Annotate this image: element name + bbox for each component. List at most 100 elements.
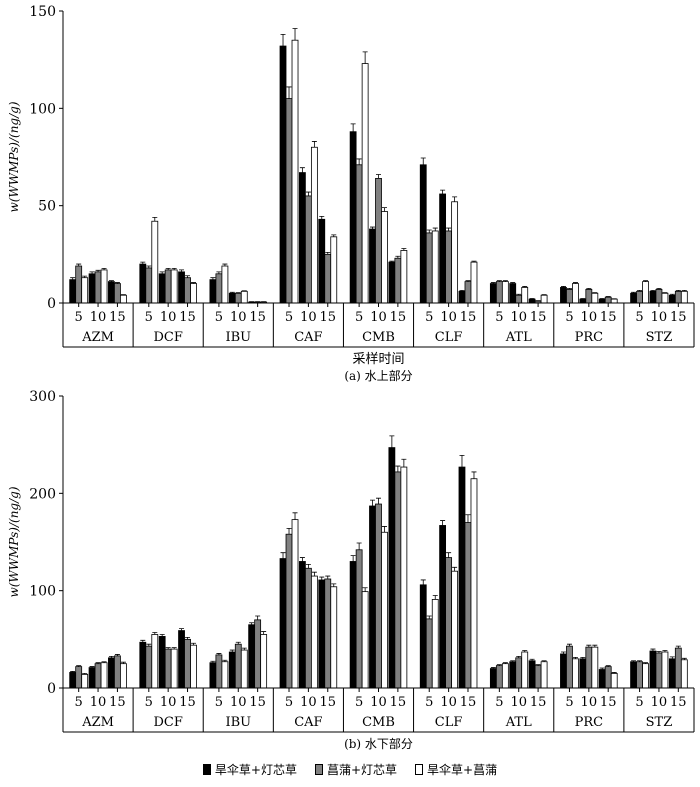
bar-b-clf-5-s2 [425,618,433,689]
error-bar-a-stz-15-s3 [681,289,687,292]
error-bar-a-caf-15-s2 [325,251,331,255]
bar-b-atl-15-s2 [534,665,542,689]
error-bar-b-atl-10-s1 [510,660,516,662]
bar-a-stz-5-s1 [630,292,637,304]
bar-a-dcf-5-s1 [139,263,147,304]
bar-b-prc-15-s2 [604,666,612,689]
bar-b-dcf-10-s2 [164,648,172,689]
error-bar-a-atl-5-s1 [490,282,496,284]
group-label-b-azm: AZM [81,715,114,730]
bar-a-dcf-5-s3 [151,220,159,304]
error-bar-a-ibu-5-s2 [216,271,222,274]
legend-swatch-series-1 [202,764,211,775]
error-bar-b-azm-15-s1 [108,655,114,658]
error-bar-b-caf-10-s1 [299,557,305,562]
error-bar-a-atl-10-s2 [516,293,522,296]
group-label-a-caf: CAF [294,330,322,345]
error-bar-b-ibu-5-s1 [210,660,216,663]
bar-b-cmb-10-s3 [381,531,388,689]
error-bar-b-dcf-5-s3 [152,632,158,635]
bar-b-stz-15-s2 [674,647,682,689]
bar-a-cmb-5-s3 [361,63,369,304]
bar-b-atl-10-s1 [509,661,517,689]
x-tick-label-a-ibu-15: 15 [249,310,266,325]
bar-b-dcf-15-s3 [190,644,197,689]
error-bar-a-atl-5-s2 [496,280,502,282]
group-label-a-ibu: IBU [225,330,251,345]
bar-a-atl-10-s1 [509,283,517,304]
bar-a-dcf-15-s3 [190,283,197,304]
x-tick-label-a-ibu-10: 10 [230,310,247,325]
error-bar-b-ibu-15-s1 [249,622,255,625]
bar-b-cmb-15-s3 [400,466,408,689]
bar-b-azm-15-s2 [114,655,121,689]
y-tick-label-b-100: 100 [29,584,56,600]
bar-b-caf-10-s1 [298,561,306,689]
error-bar-b-azm-5-s2 [76,665,82,667]
group-label-a-prc: PRC [575,330,604,345]
error-bar-a-atl-5-s3 [502,280,508,282]
x-tick-label-b-stz-5: 5 [635,695,643,710]
error-bar-a-stz-10-s2 [656,288,662,290]
bar-a-cmb-15-s3 [400,250,408,304]
error-bar-b-clf-5-s1 [420,579,426,585]
bar-b-clf-15-s2 [464,522,472,689]
x-tick-label-a-stz-5: 5 [635,310,643,325]
bar-b-ibu-10-s3 [240,649,248,689]
error-bar-a-cmb-10-s3 [382,207,387,212]
bar-b-atl-10-s3 [521,651,529,689]
bar-a-stz-15-s2 [674,290,682,304]
error-bar-b-caf-15-s2 [325,575,331,579]
bar-b-atl-15-s1 [528,660,536,689]
bar-a-prc-15-s1 [598,298,606,304]
error-bar-b-dcf-15-s2 [185,636,191,640]
error-bar-b-caf-5-s1 [280,552,286,559]
bar-b-azm-5-s3 [81,673,89,689]
bar-b-cmb-10-s1 [369,505,376,689]
bar-a-stz-5-s3 [642,281,649,304]
error-bar-a-dcf-15-s2 [185,275,191,278]
error-bar-b-stz-10-s3 [662,650,668,652]
error-bar-a-atl-10-s1 [510,282,516,284]
error-bar-a-ibu-5-s1 [210,277,216,280]
error-bar-a-clf-5-s1 [420,157,426,165]
bar-a-stz-10-s1 [649,290,657,304]
error-bar-a-cmb-10-s1 [370,226,375,230]
error-bar-b-atl-15-s1 [529,658,535,661]
bar-b-ibu-5-s3 [221,661,229,689]
bar-b-azm-5-s1 [69,672,77,689]
bar-b-stz-5-s1 [630,661,637,689]
bar-b-prc-15-s3 [610,673,618,689]
bar-b-stz-10-s3 [661,651,669,689]
bar-a-clf-5-s3 [431,230,439,304]
error-bar-a-caf-5-s1 [280,33,286,47]
error-bar-a-azm-15-s3 [120,294,126,296]
bar-a-prc-5-s2 [566,288,573,304]
error-bar-b-azm-5-s3 [82,673,88,675]
error-bar-b-ibu-15-s3 [261,631,267,635]
error-bar-a-dcf-5-s3 [152,216,158,222]
bar-a-atl-5-s2 [495,281,503,304]
bar-b-cmb-5-s2 [355,549,363,689]
bar-b-prc-15-s1 [598,669,606,689]
bar-a-stz-15-s1 [668,294,676,304]
legend-swatch-series-3 [415,764,424,775]
error-bar-b-atl-15-s2 [535,664,541,666]
error-bar-b-stz-10-s1 [650,648,656,652]
error-bar-a-azm-10-s1 [89,271,95,274]
error-bar-b-clf-10-s1 [440,520,446,526]
error-bar-a-cmb-15-s3 [401,248,407,251]
error-bar-a-clf-10-s3 [452,196,458,202]
error-bar-b-azm-10-s1 [89,666,95,668]
x-tick-label-a-atl-5: 5 [495,310,503,325]
error-bar-b-azm-15-s3 [120,661,126,664]
error-bar-b-stz-15-s3 [681,657,687,660]
bar-a-azm-5-s3 [81,277,89,304]
error-bar-b-dcf-10-s2 [165,647,171,650]
y-tick-label-b-0: 0 [47,681,56,697]
error-bar-b-ibu-10-s2 [235,641,241,645]
error-bar-b-cmb-10-s1 [370,499,375,506]
bar-a-caf-10-s1 [298,172,306,304]
x-tick-label-b-ibu-10: 10 [230,695,247,710]
